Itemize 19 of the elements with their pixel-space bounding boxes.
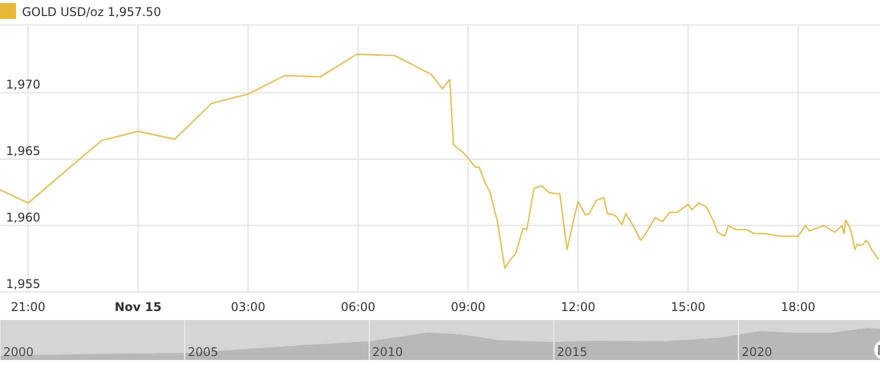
y-tick-label: 1,970	[6, 78, 40, 92]
x-tick-label: 21:00	[10, 300, 46, 314]
x-tick-label: 09:00	[450, 300, 486, 314]
legend-label: GOLD USD/oz	[22, 5, 104, 19]
y-tick-label: 1,960	[6, 210, 40, 225]
x-tick-label: 2000	[3, 345, 34, 359]
x-tick-label: 2010	[372, 345, 403, 359]
x-tick-label: Nov 15	[114, 300, 162, 314]
x-tick-label: 2020	[742, 345, 772, 359]
x-tick-label: 03:00	[230, 300, 266, 314]
x-tick-label: 2005	[188, 345, 218, 359]
x-tick-label: 2015	[556, 345, 588, 359]
text: 1,957.50	[108, 5, 162, 19]
y-tick-label: 1,955	[6, 277, 40, 291]
x-tick-label: 18:00	[780, 300, 816, 314]
x-tick-label: 06:00	[340, 300, 376, 314]
y-tick-label: 1,965	[6, 144, 40, 158]
x-tick-label: 15:00	[670, 300, 706, 314]
x-tick-label: 12:00	[560, 300, 596, 314]
